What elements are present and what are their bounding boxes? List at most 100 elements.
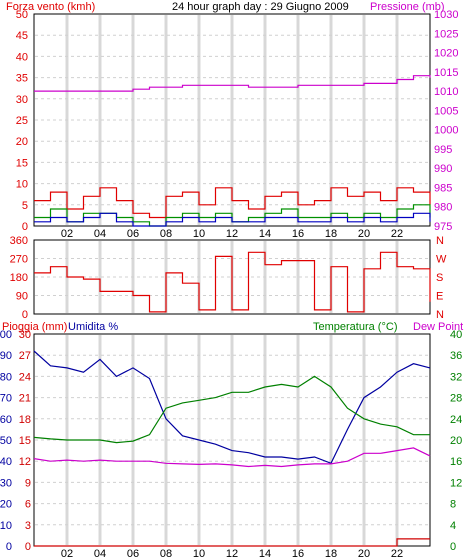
compass-label: N bbox=[436, 309, 444, 321]
pressure-tick-label: 1000 bbox=[434, 125, 458, 137]
x-tick-label: 20 bbox=[358, 228, 370, 240]
wind-tick-label: 10 bbox=[16, 179, 28, 191]
wind-tick-label: 50 bbox=[16, 9, 28, 21]
compass-label: E bbox=[436, 291, 443, 303]
humidity-tick-label: 70 bbox=[0, 393, 12, 405]
rain-tick-label: 15 bbox=[19, 435, 31, 447]
direction-tick-label: 90 bbox=[16, 291, 28, 303]
humidity-axis-title: Umidita % bbox=[68, 321, 118, 333]
x-tick-label: 10 bbox=[193, 548, 205, 559]
x-tick-label: 20 bbox=[358, 548, 370, 559]
wind-tick-label: 15 bbox=[16, 157, 28, 169]
temperature-tick-label: 28 bbox=[450, 393, 462, 405]
chart-title: 24 hour graph day : 29 Giugno 2009 bbox=[172, 1, 349, 13]
temperature-tick-label: 12 bbox=[450, 477, 462, 489]
wind-axis-title: Forza vento (kmh) bbox=[6, 1, 95, 13]
direction-tick-label: 270 bbox=[10, 254, 28, 266]
direction-tick-label: 180 bbox=[10, 272, 28, 284]
x-tick-label: 14 bbox=[259, 228, 271, 240]
wind-pressure-frame bbox=[33, 13, 431, 227]
x-tick-label: 18 bbox=[325, 228, 337, 240]
temperature-tick-label: 36 bbox=[450, 350, 462, 362]
x-tick-label: 16 bbox=[292, 548, 304, 559]
pressure-tick-label: 980 bbox=[434, 202, 452, 214]
x-tick-label: 06 bbox=[127, 548, 139, 559]
pressure-tick-label: 1015 bbox=[434, 67, 458, 79]
temperature-series bbox=[33, 375, 430, 444]
x-tick-label: 18 bbox=[325, 548, 337, 559]
temperature-tick-label: 40 bbox=[450, 329, 462, 341]
x-tick-label: 02 bbox=[61, 228, 73, 240]
x-tick-label: 12 bbox=[226, 548, 238, 559]
humidity-tick-label: 20 bbox=[0, 499, 12, 511]
rain-tick-label: 18 bbox=[19, 414, 31, 426]
compass-label: W bbox=[436, 254, 447, 266]
pressure-tick-label: 1025 bbox=[434, 28, 458, 40]
pressure-tick-label: 995 bbox=[434, 144, 452, 156]
temperature-tick-label: 4 bbox=[450, 520, 456, 532]
pressure-tick-label: 1030 bbox=[434, 9, 458, 21]
temperature-axis-title: Temperatura (°C) bbox=[313, 321, 397, 333]
x-tick-label: 08 bbox=[160, 228, 172, 240]
rain-tick-label: 30 bbox=[19, 329, 31, 341]
pressure-tick-label: 1005 bbox=[434, 105, 458, 117]
dewpoint-axis-title: Dew Point bbox=[413, 321, 463, 333]
x-tick-label: 12 bbox=[226, 228, 238, 240]
wind-tick-label: 45 bbox=[16, 30, 28, 42]
dewpoint-series bbox=[33, 447, 431, 468]
x-tick-label: 22 bbox=[391, 548, 403, 559]
rain-tick-label: 6 bbox=[25, 499, 31, 511]
rain-tick-label: 21 bbox=[19, 393, 31, 405]
humidity-tick-label: 100 bbox=[0, 329, 12, 341]
pressure-tick-label: 985 bbox=[434, 182, 452, 194]
temperature-tick-label: 16 bbox=[450, 456, 462, 468]
x-tick-label: 04 bbox=[94, 548, 106, 559]
pressure-tick-label: 1020 bbox=[434, 48, 458, 60]
wind-pressure-panel: 0510152025303540455097598098599099510001… bbox=[16, 9, 459, 240]
humidity-tick-label: 80 bbox=[0, 371, 12, 383]
wind-tick-label: 35 bbox=[16, 73, 28, 85]
temperature-tick-label: 24 bbox=[450, 414, 462, 426]
rain-series bbox=[34, 538, 430, 547]
humidity-tick-label: 50 bbox=[0, 435, 12, 447]
x-tick-label: 16 bbox=[292, 228, 304, 240]
rain-tick-label: 24 bbox=[19, 371, 31, 383]
rain-tick-label: 12 bbox=[19, 456, 31, 468]
wind-tick-label: 30 bbox=[16, 94, 28, 106]
rain-tick-label: 0 bbox=[25, 541, 31, 553]
temp-humidity-rain-panel: 0369121518212427300102030405060708090100… bbox=[0, 329, 462, 559]
humidity-tick-label: 40 bbox=[0, 456, 12, 468]
direction-tick-label: 0 bbox=[22, 309, 28, 321]
wind-series bbox=[34, 187, 431, 219]
compass-label: N bbox=[436, 235, 444, 247]
x-tick-label: 04 bbox=[94, 228, 106, 240]
pressure-series bbox=[34, 75, 431, 92]
rain-tick-label: 3 bbox=[25, 520, 31, 532]
direction-tick-label: 360 bbox=[10, 235, 28, 247]
x-tick-label: 22 bbox=[391, 228, 403, 240]
wind-tick-label: 0 bbox=[22, 221, 28, 233]
x-tick-label: 08 bbox=[160, 548, 172, 559]
compass-label: S bbox=[436, 272, 443, 284]
x-tick-label: 06 bbox=[127, 228, 139, 240]
pressure-axis-title: Pressione (mb) bbox=[370, 1, 445, 13]
wind-tick-label: 5 bbox=[22, 200, 28, 212]
temperature-tick-label: 0 bbox=[450, 541, 456, 553]
pressure-tick-label: 1010 bbox=[434, 86, 458, 98]
temperature-tick-label: 20 bbox=[450, 435, 462, 447]
temperature-tick-label: 8 bbox=[450, 499, 456, 511]
wind-direction-series bbox=[34, 251, 431, 313]
rain-tick-label: 27 bbox=[19, 350, 31, 362]
wind-tick-label: 20 bbox=[16, 136, 28, 148]
rain-axis-title: Pioggia (mm) bbox=[2, 321, 67, 333]
humidity-tick-label: 0 bbox=[6, 541, 12, 553]
humidity-series bbox=[33, 350, 431, 465]
wind-tick-label: 40 bbox=[16, 51, 28, 63]
wind-tick-label: 25 bbox=[16, 115, 28, 127]
x-tick-label: 14 bbox=[259, 548, 271, 559]
x-tick-label: 10 bbox=[193, 228, 205, 240]
pressure-tick-label: 975 bbox=[434, 221, 452, 233]
pressure-tick-label: 990 bbox=[434, 163, 452, 175]
